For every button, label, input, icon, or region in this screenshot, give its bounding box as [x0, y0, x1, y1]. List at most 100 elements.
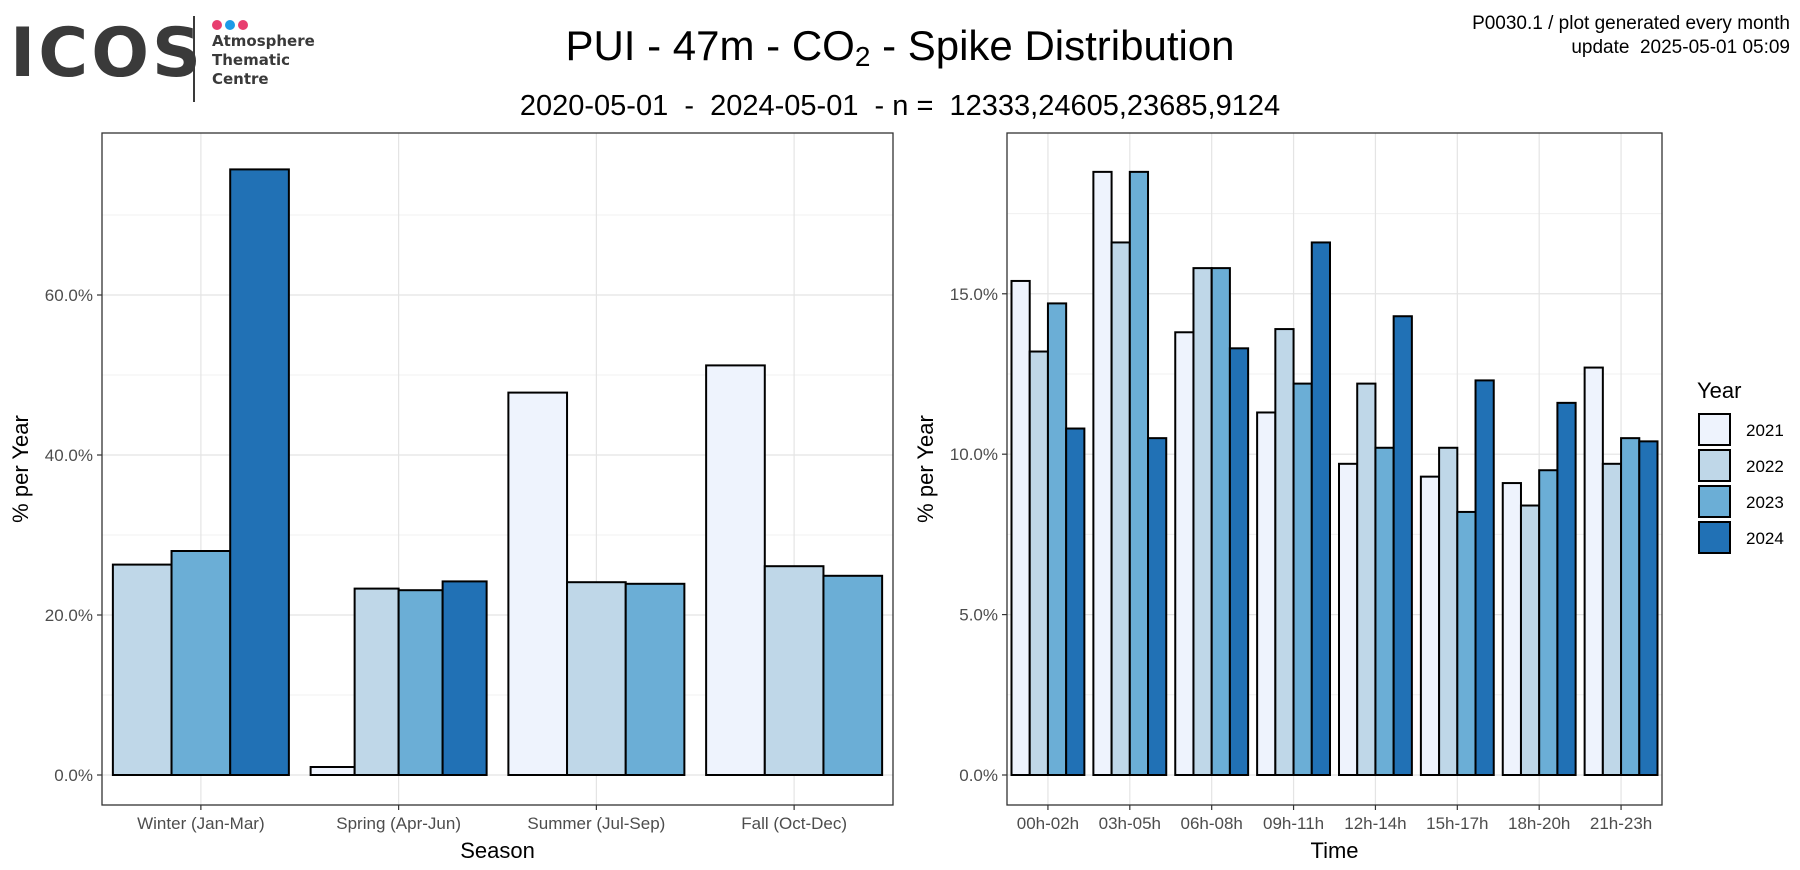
- x-tick-label: 06h-08h: [1180, 814, 1242, 833]
- x-tick-label: 09h-11h: [1263, 814, 1324, 833]
- bar-2021: [1010, 279, 1031, 776]
- legend-swatch-2021: [1698, 413, 1731, 446]
- legend: Year 2021 2022 2023 2024: [1697, 378, 1784, 554]
- bar-2022: [111, 563, 173, 776]
- bar-2023: [1210, 267, 1231, 776]
- y-tick-label: 0.0%: [959, 766, 998, 785]
- chart-subtitle: 2020-05-01 - 2024-05-01 - n = 12333,2460…: [519, 90, 1281, 122]
- logo-text: Atmosphere Thematic Centre: [212, 32, 315, 89]
- bar-2021: [507, 391, 569, 776]
- bar-2024: [229, 168, 290, 776]
- bar-2021: [1256, 411, 1277, 776]
- bar-2024: [1474, 379, 1495, 776]
- legend-swatch-2024: [1698, 521, 1731, 554]
- bar-2022: [566, 581, 627, 777]
- x-axis-label: Time: [1310, 838, 1358, 863]
- bar-2023: [397, 589, 444, 777]
- bar-2021: [1419, 475, 1441, 776]
- bar-2024: [1065, 427, 1086, 776]
- x-axis-label: Season: [460, 838, 535, 863]
- y-tick-label: 60.0%: [45, 286, 93, 305]
- bar-2021: [1501, 482, 1522, 776]
- x-tick-label: 21h-23h: [1590, 814, 1652, 833]
- bar-2022: [1028, 350, 1049, 776]
- bar-2024: [441, 580, 488, 777]
- legend-swatch-2023: [1698, 485, 1731, 518]
- x-tick-label: 00h-02h: [1017, 814, 1079, 833]
- bar-2023: [1538, 469, 1559, 776]
- bar-2023: [1456, 510, 1477, 776]
- meta-line: update 2025-05-01 05:09: [1571, 37, 1790, 58]
- title-subscript: 2: [854, 41, 871, 72]
- bar-2023: [1128, 170, 1150, 776]
- chart-panel-hour: 0.0% 5.0% 10.0% 15.0% 00h-02h 03h-05h 06h-08h 0…: [913, 132, 1663, 863]
- x-tick-label: 15h-17h: [1426, 814, 1488, 833]
- bar-2024: [1556, 401, 1577, 776]
- x-tick-label: Spring (Apr-Jun): [336, 814, 461, 833]
- bar-2022: [1519, 504, 1541, 776]
- bar-2023: [1046, 302, 1068, 776]
- bar-2022: [1274, 328, 1295, 776]
- panel-border: [1006, 132, 1663, 806]
- y-tick-label: 20.0%: [45, 606, 93, 625]
- bar-2023: [1620, 437, 1641, 776]
- bar-2023: [624, 582, 686, 776]
- bar-2022: [763, 565, 825, 777]
- panel-border: [101, 132, 894, 806]
- legend-label-2022: 2022: [1746, 457, 1784, 476]
- x-tick-label: 12h-14h: [1344, 814, 1406, 833]
- bar-2023: [170, 550, 232, 776]
- bar-2023: [1292, 382, 1313, 776]
- bar-2022: [1110, 241, 1131, 776]
- bar-2022: [1356, 382, 1377, 776]
- bar-2024: [1638, 440, 1659, 776]
- bar-2021: [1338, 462, 1359, 776]
- meta-line: P0030.1 / plot generated every month: [1472, 13, 1790, 34]
- bar-2021: [1583, 366, 1604, 776]
- logo-line: Thematic: [212, 51, 291, 69]
- bar-2021: [705, 364, 766, 776]
- logo-line: Centre: [212, 70, 269, 88]
- logo-dot: [225, 20, 235, 30]
- x-tick-label: 18h-20h: [1508, 814, 1570, 833]
- bar-2021: [309, 766, 356, 776]
- y-axis-label: % per Year: [8, 415, 33, 523]
- title-suffix: - Spike Distribution: [870, 22, 1235, 69]
- x-tick-label: 03h-05h: [1099, 814, 1161, 833]
- icos-logo: ICOS Atmosphere Thematic Centre: [10, 14, 320, 104]
- y-tick-label: 15.0%: [950, 285, 998, 304]
- logo-wordmark: ICOS: [10, 14, 204, 93]
- bar-2022: [353, 587, 400, 776]
- legend-label-2024: 2024: [1746, 529, 1784, 548]
- y-tick-label: 10.0%: [950, 445, 998, 464]
- bar-2021: [1174, 331, 1195, 776]
- bar-2024: [1228, 347, 1250, 776]
- x-tick-label: Fall (Oct-Dec): [741, 814, 847, 833]
- bar-2024: [1310, 241, 1331, 776]
- title-prefix: PUI - 47m - CO: [565, 22, 855, 69]
- logo-dot: [238, 20, 248, 30]
- legend-title: Year: [1697, 378, 1741, 403]
- chart-title: PUI - 47m - CO2 - Spike Distribution: [300, 20, 1500, 72]
- x-tick-label: Summer (Jul-Sep): [527, 814, 665, 833]
- logo-dot: [212, 20, 222, 30]
- y-tick-label: 5.0%: [959, 606, 998, 625]
- bar-2023: [822, 574, 884, 776]
- legend-label-2021: 2021: [1746, 421, 1784, 440]
- bar-2023: [1374, 446, 1395, 776]
- bar-2021: [1092, 170, 1113, 776]
- y-tick-label: 40.0%: [45, 446, 93, 465]
- legend-swatch-2022: [1698, 449, 1731, 482]
- x-tick-label: Winter (Jan-Mar): [137, 814, 265, 833]
- plot-meta: P0030.1 / plot generated every month upda…: [1472, 12, 1790, 60]
- y-tick-label: 0.0%: [54, 766, 93, 785]
- logo-line: Atmosphere: [212, 32, 315, 50]
- logo-separator: [193, 16, 195, 102]
- bar-2022: [1438, 446, 1459, 776]
- logo-dots: [212, 17, 251, 30]
- y-axis-label: % per Year: [913, 415, 938, 523]
- legend-label-2023: 2023: [1746, 493, 1784, 512]
- bar-2024: [1147, 437, 1168, 776]
- chart-panel-season: 0.0% 20.0% 40.0% 60.0% Winter (Jan-Mar) Sprin…: [8, 132, 894, 863]
